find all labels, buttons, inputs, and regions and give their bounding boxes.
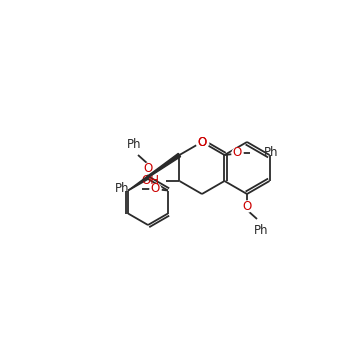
Text: Ph: Ph (127, 138, 141, 150)
Text: OH: OH (141, 175, 160, 188)
Text: Ph: Ph (114, 182, 129, 195)
Text: O: O (197, 135, 206, 148)
Text: O: O (197, 135, 206, 148)
Text: O: O (144, 161, 153, 175)
Text: O: O (150, 182, 160, 195)
Text: O: O (233, 147, 242, 160)
Text: Ph: Ph (254, 224, 268, 237)
Polygon shape (128, 153, 181, 190)
Text: Ph: Ph (264, 147, 278, 160)
Text: O: O (242, 199, 252, 212)
